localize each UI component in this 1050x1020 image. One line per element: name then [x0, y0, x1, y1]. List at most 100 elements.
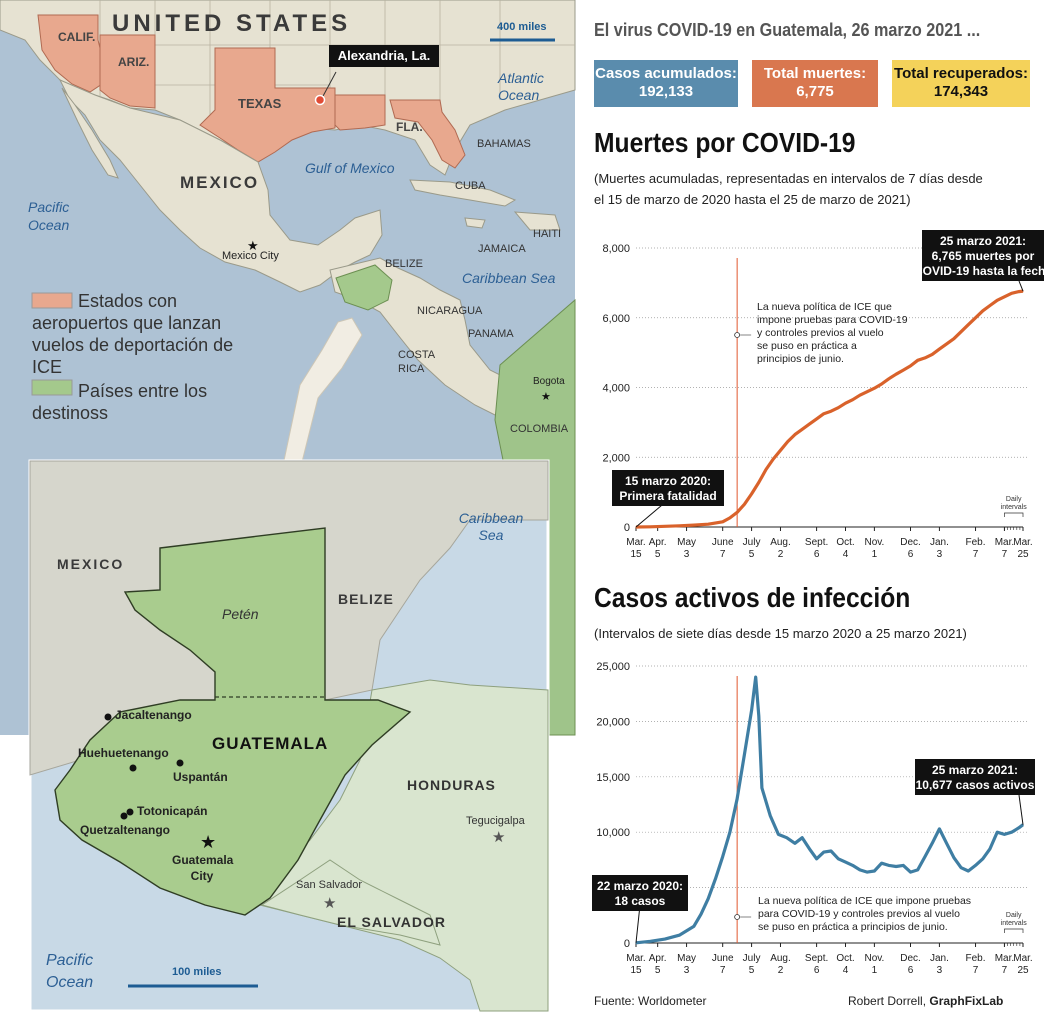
- x-tick-label: Nov.: [864, 537, 884, 548]
- x-tick-label: 3: [937, 549, 943, 560]
- footer-credit-org: GraphFixLab: [929, 994, 1004, 1008]
- start-callout-stem: [635, 904, 641, 943]
- x-tick-label: 4: [843, 549, 849, 560]
- x-tick-label: 1: [872, 965, 878, 976]
- x-tick-label: 25: [1017, 965, 1029, 976]
- data-point: [931, 353, 933, 355]
- x-tick-label: Feb.: [966, 537, 986, 548]
- data-point: [982, 858, 984, 860]
- policy-note-line: para COVID-19 y controles previos al vue…: [758, 908, 960, 920]
- data-point: [967, 324, 969, 326]
- city-quetzaltenango: Quetzaltenango: [80, 823, 171, 837]
- data-point: [707, 898, 709, 900]
- x-tick-label: Oct.: [836, 953, 854, 964]
- data-point: [881, 862, 883, 864]
- data-point: [678, 525, 680, 527]
- x-tick-label: Mar.: [1013, 537, 1032, 548]
- policy-note-line: se puso en práctica a principios de juni…: [758, 921, 948, 933]
- label-mexico-top: MEXICO: [180, 173, 260, 192]
- data-point: [816, 858, 818, 860]
- label-caribbean-sea-inset: Caribbean Sea: [458, 510, 524, 543]
- label-pacific-ocean-inset: Pacific Ocean: [46, 952, 94, 991]
- data-point: [974, 317, 977, 319]
- x-tick-label: 7: [720, 965, 726, 976]
- data-point: [823, 413, 825, 415]
- data-point: [873, 387, 875, 389]
- city-guatemala-city: Guatemala City: [172, 853, 234, 883]
- data-point: [888, 864, 890, 867]
- x-tick-label: 5: [749, 549, 755, 560]
- data-point: [888, 378, 890, 380]
- data-point: [769, 814, 771, 817]
- y-tick-label: 10,000: [596, 827, 630, 839]
- policy-note-line: La nueva política de ICE que: [757, 301, 892, 313]
- x-tick-label: Sept.: [805, 537, 828, 548]
- start-callout-line: 18 casos: [615, 894, 666, 908]
- data-point: [736, 511, 738, 513]
- end-callout-stem: [1018, 794, 1024, 825]
- x-tick-label: June: [712, 953, 734, 964]
- data-point: [743, 503, 745, 505]
- label-honduras: HONDURAS: [407, 777, 496, 793]
- x-tick-label: 2: [778, 549, 784, 560]
- label-mexico-inset: MEXICO: [57, 556, 125, 572]
- mexico-land: [58, 79, 383, 293]
- data-point: [787, 440, 789, 443]
- data-point: [808, 423, 810, 425]
- end-callout-line: 25 marzo 2021:: [940, 234, 1026, 248]
- data-point: [830, 850, 832, 852]
- label-nicaragua: NICARAGUA: [417, 305, 483, 317]
- data-point: [967, 870, 969, 872]
- x-tick-label: Oct.: [836, 537, 854, 548]
- policy-note-marker: [734, 914, 741, 920]
- data-point: [736, 798, 738, 800]
- data-point: [772, 458, 774, 460]
- legend-swatch-states: [31, 292, 73, 309]
- label-calif: CALIF.: [58, 30, 96, 44]
- data-point: [917, 869, 919, 871]
- series-line: [635, 675, 1024, 945]
- stat-muertes: Total muertes: 6,775: [752, 60, 878, 107]
- x-tick-label: 2: [778, 965, 784, 976]
- chart1-subtitle: (Muertes acumuladas, representadas en in…: [594, 171, 983, 207]
- data-point: [859, 869, 861, 871]
- label-jamaica: JAMAICA: [478, 243, 526, 255]
- data-point: [960, 331, 962, 333]
- data-point: [917, 359, 919, 361]
- city-huehuetenango: Huehuetenango: [78, 746, 169, 760]
- legend-swatch-countries: [31, 379, 73, 396]
- label-pacific-ocean-top: Pacific Ocean: [28, 199, 70, 233]
- x-tick-label: 7: [720, 549, 726, 560]
- data-point: [808, 848, 810, 850]
- data-point: [837, 407, 839, 409]
- end-callout-stem: [1018, 280, 1024, 292]
- city-dot-totonicapan: [126, 808, 134, 816]
- label-san-salvador: San Salvador: [296, 879, 363, 891]
- data-point: [996, 299, 998, 301]
- data-point: [924, 855, 926, 858]
- label-el-salvador: EL SALVADOR: [337, 914, 447, 930]
- scale-label-bottom: 100 miles: [172, 966, 222, 978]
- x-tick-label: Apr.: [649, 953, 667, 964]
- stat-recuperados: Total recuperados: 174,343: [892, 60, 1030, 107]
- label-guatemala: GUATEMALA: [212, 734, 329, 753]
- data-point: [743, 754, 745, 756]
- tegucigalpa-star: ★: [492, 829, 505, 846]
- label-colombia: COLOMBIA: [510, 423, 569, 435]
- label-belize-inset: BELIZE: [338, 591, 394, 607]
- daily-intervals-bracket: [1004, 928, 1024, 933]
- x-tick-label: Mar.: [995, 537, 1014, 548]
- ariz-state: [99, 34, 156, 109]
- chart1-svg: 02,0004,0006,0008,000Mar.15Apr.5May3June…: [602, 230, 1045, 560]
- destination-countries: [335, 264, 393, 311]
- data-point: [700, 913, 702, 915]
- x-tick-label: 7: [1002, 965, 1008, 976]
- data-point: [707, 523, 709, 525]
- calif-state: [37, 14, 109, 93]
- cuba-land: [409, 179, 517, 207]
- x-tick-label: Aug.: [770, 953, 791, 964]
- x-tick-label: Aug.: [770, 537, 791, 548]
- data-point: [801, 837, 803, 839]
- label-mexico-city: Mexico City: [222, 250, 279, 262]
- start-callout-line: 15 marzo 2020:: [625, 474, 711, 488]
